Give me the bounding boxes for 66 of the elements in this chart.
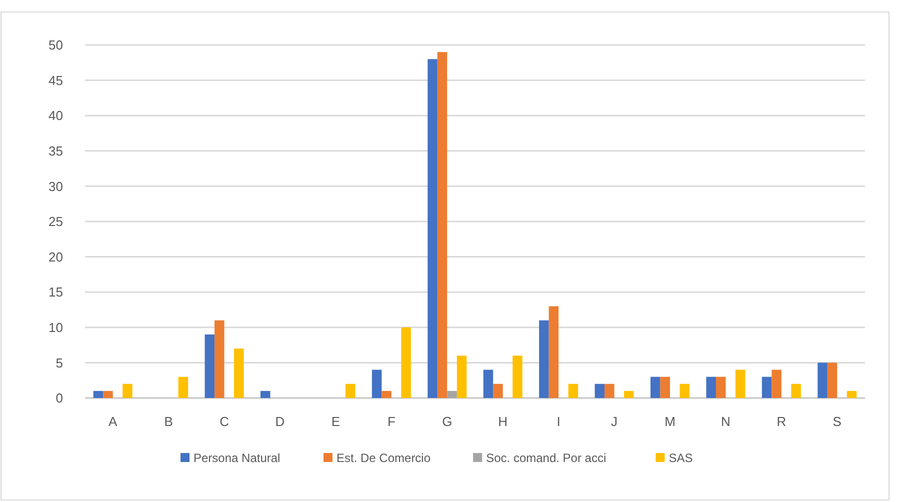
y-tick-label: 5 (56, 355, 63, 370)
x-tick-label: E (331, 414, 340, 429)
x-tick-label: J (611, 414, 618, 429)
bar (437, 52, 448, 398)
bar (382, 390, 392, 398)
x-tick-label: I (556, 414, 560, 429)
bar (204, 334, 215, 398)
bar (493, 384, 503, 398)
bar (706, 376, 716, 398)
bar (539, 320, 549, 398)
bar (178, 376, 188, 398)
y-tick-label: 20 (48, 249, 63, 264)
x-tick-label: B (164, 414, 173, 429)
bar (103, 390, 113, 398)
bar (512, 356, 522, 398)
bar (791, 384, 801, 398)
bar (772, 370, 782, 398)
bar (680, 384, 690, 398)
x-tick-label: M (664, 414, 676, 429)
bar (93, 390, 104, 398)
bar (260, 390, 270, 398)
legend-label: Persona Natural (194, 451, 280, 465)
bar (214, 320, 224, 398)
bar (650, 376, 660, 398)
bar (846, 390, 857, 398)
bar (122, 384, 132, 398)
x-tick-label: N (721, 414, 730, 429)
y-tick-label: 35 (48, 143, 63, 158)
bar (345, 384, 356, 398)
y-tick-label: 40 (48, 108, 63, 124)
x-tick-label: H (498, 414, 508, 429)
bar (428, 59, 438, 398)
x-tick-label: D (275, 414, 285, 429)
y-tick-label: 0 (56, 390, 63, 406)
bar (234, 348, 244, 398)
bar (735, 370, 746, 398)
x-tick-label: R (776, 414, 786, 429)
y-tick-label: 50 (48, 38, 63, 53)
bar (594, 384, 605, 398)
x-tick-label: G (442, 414, 452, 429)
legend-label: SAS (668, 451, 693, 465)
bar (762, 376, 772, 398)
legend-label: Est. De Comercio (336, 451, 431, 465)
bar (818, 362, 828, 398)
y-tick-label: 45 (48, 72, 63, 88)
x-tick-label: F (387, 414, 396, 429)
x-tick-label: C (220, 414, 229, 429)
bar (716, 376, 726, 398)
y-tick-label: 10 (48, 320, 63, 335)
bar (660, 376, 670, 398)
y-tick-label: 30 (48, 178, 63, 194)
bar (624, 390, 634, 398)
bar (568, 384, 578, 398)
x-tick-label: A (108, 414, 118, 429)
bar (483, 370, 494, 398)
bar (401, 327, 411, 398)
bar (372, 370, 382, 398)
legend-label: Soc. comand. Por acci (486, 451, 606, 465)
y-tick-label: 25 (48, 214, 63, 230)
bar (604, 384, 614, 398)
bar (548, 306, 559, 398)
bar (827, 362, 838, 398)
x-tick-label: S (832, 414, 842, 429)
y-tick-label: 15 (48, 284, 63, 300)
bar (456, 356, 467, 398)
bar (447, 390, 457, 398)
